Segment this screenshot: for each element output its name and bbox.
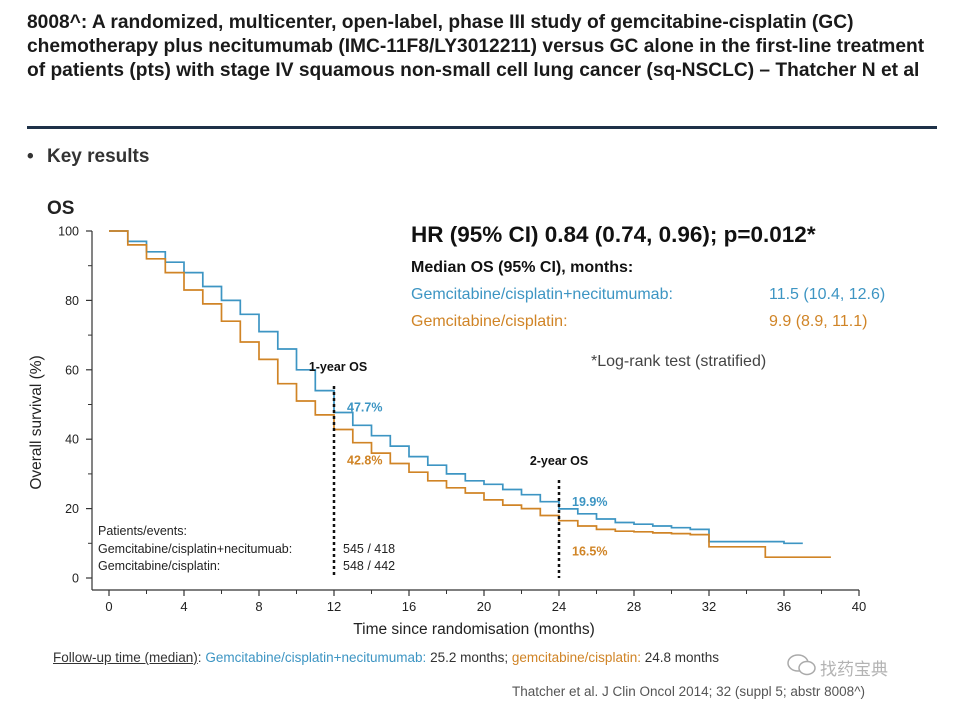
marker-label-1-year: 1-year OS (309, 360, 367, 374)
watermark: 找药宝典 (820, 660, 888, 679)
x-tick-label: 12 (327, 599, 341, 614)
patients-arm-label: Gemcitabine/cisplatin+necitumuab: (98, 542, 292, 556)
logrank-note: *Log-rank test (stratified) (591, 353, 767, 370)
key-results-bullet: • Key results (27, 146, 149, 168)
y-tick-label: 100 (58, 225, 79, 239)
follow-up-line: Follow-up time (median): Gemcitabine/cis… (53, 650, 719, 665)
follow-up-arm-b-value: 24.8 months (644, 650, 720, 665)
x-tick-label: 40 (852, 599, 866, 614)
follow-up-sep: : (197, 650, 202, 665)
y-tick-label: 0 (72, 572, 79, 586)
chart-title: OS (47, 198, 74, 219)
x-tick-label: 24 (552, 599, 566, 614)
arm-b-value: 9.9 (8.9, 11.1) (769, 313, 868, 330)
title-divider (27, 126, 937, 129)
follow-up-arm-b: gemcitabine/cisplatin: (511, 650, 641, 665)
marker-value-label: 16.5% (572, 545, 607, 559)
arm-a-name: Gemcitabine/cisplatin+necitumumab: (411, 286, 673, 303)
y-tick-label: 60 (65, 363, 79, 377)
follow-up-label: Follow-up time (median) (53, 650, 198, 665)
survival-curve-gc (109, 230, 831, 559)
arm-a-value: 11.5 (10.4, 12.6) (769, 286, 886, 303)
follow-up-arm-a-value: 25.2 months; (430, 650, 509, 665)
key-results-label: Key results (47, 146, 150, 167)
bullet-symbol: • (27, 146, 34, 167)
y-tick-label: 40 (65, 433, 79, 447)
marker-label-2-year: 2-year OS (530, 454, 588, 468)
hazard-ratio: HR (95% CI) 0.84 (0.74, 0.96); p=0.012* (411, 222, 816, 247)
marker-value-label: 47.7% (347, 400, 382, 414)
survival-curve-necitumumab (109, 230, 803, 545)
citation: Thatcher et al. J Clin Oncol 2014; 32 (s… (512, 684, 866, 699)
marker-value-label: 42.8% (347, 453, 382, 467)
y-tick-label: 80 (65, 294, 79, 308)
median-os-arm-a: Gemcitabine/cisplatin+necitumumab: 11.5 … (411, 286, 885, 304)
median-os-heading: Median OS (95% CI), months: (411, 259, 634, 276)
marker-value-label: 19.9% (572, 495, 607, 509)
x-tick-label: 16 (402, 599, 416, 614)
patients-arm-value: 545 / 418 (343, 542, 395, 556)
x-tick-label: 0 (105, 599, 112, 614)
median-os-arm-b: Gemcitabine/cisplatin: 9.9 (8.9, 11.1) (411, 313, 867, 331)
x-tick-label: 4 (180, 599, 187, 614)
x-tick-label: 36 (777, 599, 791, 614)
x-tick-label: 32 (702, 599, 716, 614)
x-tick-label: 20 (477, 599, 491, 614)
patients-arm-label: Gemcitabine/cisplatin: (98, 559, 220, 573)
patients-arm-value: 548 / 442 (343, 559, 395, 573)
patients-heading: Patients/events: (98, 524, 187, 538)
x-tick-label: 28 (627, 599, 641, 614)
y-axis-label: Overall survival (%) (28, 355, 45, 489)
follow-up-arm-a: Gemcitabine/cisplatin+necitumumab: (205, 650, 427, 665)
y-tick-label: 20 (65, 502, 79, 516)
slide-title: 8008^: A randomized, multicenter, open-l… (27, 12, 925, 81)
arm-b-name: Gemcitabine/cisplatin: (411, 313, 568, 330)
wechat-icon (787, 654, 816, 676)
x-axis-label: Time since randomisation (months) (353, 621, 594, 638)
x-tick-label: 8 (255, 599, 262, 614)
